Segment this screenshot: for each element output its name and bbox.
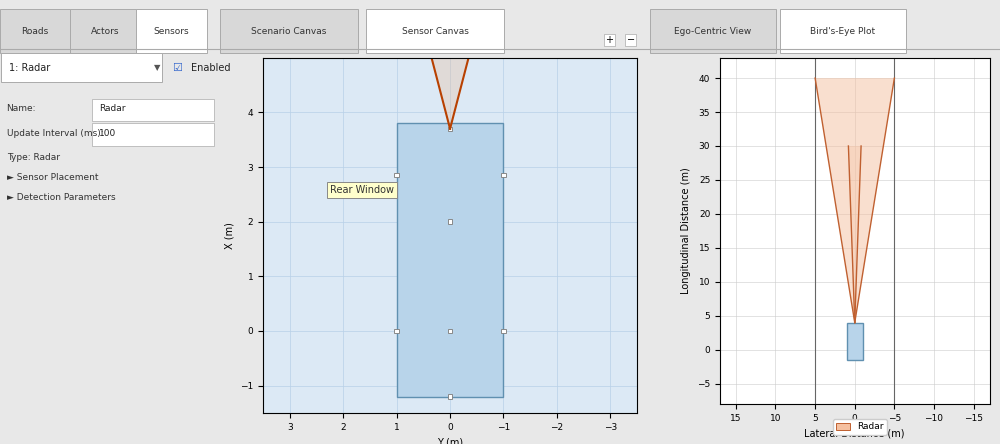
Text: Sensor Canvas: Sensor Canvas (402, 27, 468, 36)
FancyBboxPatch shape (70, 9, 141, 53)
FancyBboxPatch shape (0, 9, 70, 53)
Text: +: + (605, 35, 613, 45)
Text: Actors: Actors (91, 27, 120, 36)
Text: Bird's-Eye Plot: Bird's-Eye Plot (810, 27, 875, 36)
FancyBboxPatch shape (650, 9, 776, 53)
Text: 100: 100 (99, 129, 116, 138)
Text: ► Sensor Placement: ► Sensor Placement (7, 173, 98, 182)
Text: Type: Radar: Type: Radar (7, 153, 60, 162)
Text: Enabled: Enabled (191, 63, 231, 73)
Text: ☑: ☑ (172, 63, 182, 73)
Text: 1: Radar: 1: Radar (9, 63, 50, 73)
Text: Update Interval (ms):: Update Interval (ms): (7, 129, 103, 138)
Text: ► Detection Parameters: ► Detection Parameters (7, 193, 115, 202)
FancyBboxPatch shape (92, 99, 214, 121)
Text: Radar: Radar (99, 104, 126, 113)
FancyBboxPatch shape (366, 9, 504, 53)
Text: −: − (627, 35, 635, 45)
Legend: Radar: Radar (833, 419, 887, 435)
FancyBboxPatch shape (136, 9, 207, 53)
Text: Name:: Name: (7, 104, 36, 113)
FancyBboxPatch shape (220, 9, 358, 53)
Text: Scenario Canvas: Scenario Canvas (251, 27, 326, 36)
FancyBboxPatch shape (780, 9, 906, 53)
FancyBboxPatch shape (92, 123, 214, 146)
Text: ▼: ▼ (154, 63, 160, 72)
FancyBboxPatch shape (1, 53, 162, 82)
Text: Ego-Centric View: Ego-Centric View (674, 27, 752, 36)
Text: Sensors: Sensors (154, 27, 189, 36)
Text: Roads: Roads (22, 27, 49, 36)
